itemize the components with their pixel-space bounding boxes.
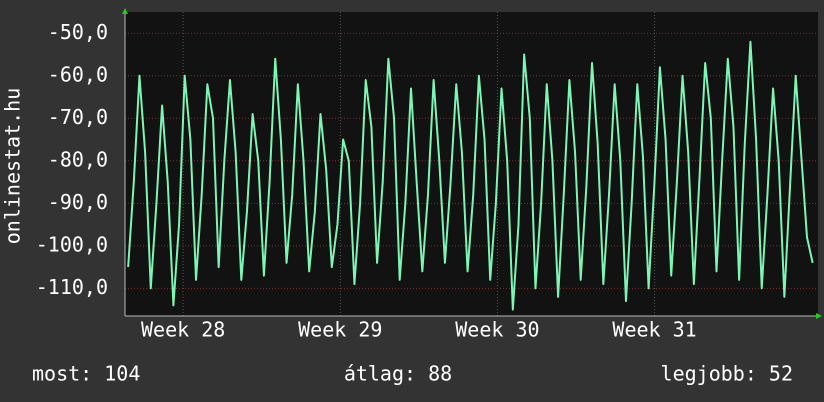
data-line — [127, 40, 814, 311]
y-axis-label: onlinestat.hu — [1, 88, 25, 245]
y-tick-label: -60,0 — [48, 62, 108, 86]
y-tick-label: -80,0 — [48, 147, 108, 171]
x-axis-arrow — [816, 313, 822, 319]
footer-average: átlag: 88 — [344, 362, 452, 386]
y-tick-label: -100,0 — [36, 232, 108, 256]
y-tick-label: -90,0 — [48, 190, 108, 214]
x-tick-label: Week 29 — [298, 318, 382, 342]
marks — [127, 40, 814, 311]
x-tick-label: Week 28 — [141, 318, 225, 342]
y-tick-label: -110,0 — [36, 275, 108, 299]
footer-current: most: 104 — [32, 362, 140, 386]
y-tick-label: -70,0 — [48, 105, 108, 129]
footer-best: legjobb: 52 — [661, 362, 793, 386]
y-tick-label: -50,0 — [48, 20, 108, 44]
plot-area — [125, 12, 818, 316]
x-tick-label: Week 30 — [455, 318, 539, 342]
y-axis-arrow — [122, 8, 128, 14]
x-tick-label: Week 31 — [612, 318, 696, 342]
